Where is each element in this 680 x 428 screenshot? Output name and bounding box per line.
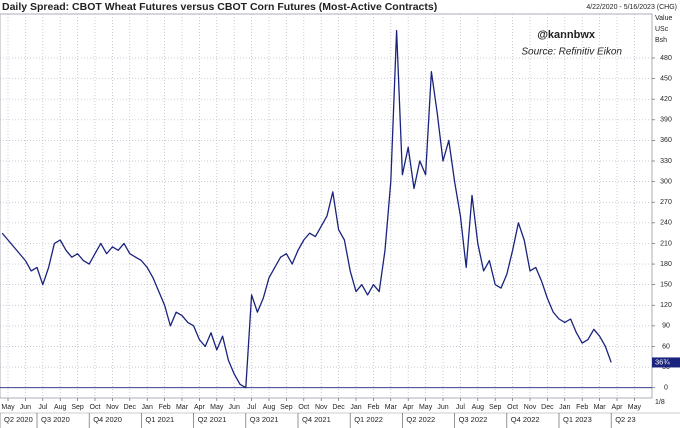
y-tick-label: 450: [660, 75, 672, 82]
x-tick-label: Mar: [176, 404, 189, 411]
y-tick-label: 60: [662, 343, 670, 350]
x-tick-label: Mar: [594, 404, 607, 411]
quarter-label: Q2 2020: [4, 415, 33, 424]
y-tick-label: 300: [660, 178, 672, 185]
unit-label: USc: [655, 26, 669, 33]
y-tick-label: 270: [660, 199, 672, 206]
x-tick-label: Feb: [576, 404, 588, 411]
data-line: [1, 29, 612, 389]
x-tick-label: Jun: [437, 404, 448, 411]
x-tick-label: Feb: [367, 404, 379, 411]
quarter-label: Q4 2022: [511, 415, 540, 424]
x-tick-label: Jun: [20, 404, 31, 411]
x-tick-label: Dec: [541, 404, 554, 411]
y-tick-label: 120: [660, 302, 672, 309]
last-value-label: 36¾: [655, 357, 670, 366]
x-tick-label: May: [1, 404, 15, 411]
quarter-label: Q2 2022: [406, 415, 435, 424]
x-tick-label: Jan: [559, 404, 570, 411]
x-tick-label: Jun: [229, 404, 240, 411]
scale-note: 1/8: [655, 399, 665, 406]
x-tick-label: May: [628, 404, 642, 411]
x-tick-label: Jan: [142, 404, 153, 411]
last-value-box: [652, 357, 680, 368]
quarter-label: Q3 2022: [459, 415, 488, 424]
quarter-label: Q1 2021: [145, 415, 174, 424]
y-tick-label: 240: [660, 220, 672, 227]
quarter-label: Q3 2020: [41, 415, 70, 424]
x-tick-label: Jul: [38, 404, 47, 411]
x-tick-label: Oct: [298, 404, 309, 411]
annotation: @kannbwx: [537, 29, 596, 41]
quarter-label: Q2 2021: [198, 415, 227, 424]
unit-label: Bsh: [655, 37, 667, 44]
plot-area: [0, 13, 653, 399]
quarter-label: Q1 2023: [563, 415, 592, 424]
x-tick-label: Mar: [385, 404, 398, 411]
y-tick-label: 180: [660, 261, 672, 268]
x-tick-label: Oct: [90, 404, 101, 411]
quarter-label: Q1 2022: [354, 415, 383, 424]
quarter-label: Q2 23: [615, 415, 635, 424]
x-tick-label: May: [210, 404, 224, 411]
x-tick-label: Aug: [472, 404, 485, 411]
y-tick-label: 330: [660, 158, 672, 165]
x-tick-label: Oct: [507, 404, 518, 411]
x-tick-label: Feb: [159, 404, 171, 411]
x-tick-label: May: [419, 404, 433, 411]
x-tick-label: Sep: [71, 404, 84, 411]
y-tick-label: 480: [660, 55, 672, 62]
x-tick-label: Sep: [280, 404, 293, 411]
x-tick-label: Jul: [247, 404, 256, 411]
y-tick-label: 150: [660, 281, 672, 288]
x-tick-label: Apr: [194, 404, 206, 411]
annotation: Source: Refinitiv Eikon: [521, 47, 622, 58]
x-tick-label: Dec: [124, 404, 137, 411]
y-tick-label: 390: [660, 117, 672, 124]
x-tick-label: Jan: [350, 404, 361, 411]
y-tick-label: 0: [664, 385, 668, 392]
y-tick-label: 360: [660, 137, 672, 144]
x-tick-label: Nov: [524, 404, 537, 411]
chart-title: Daily Spread: CBOT Wheat Futures versus …: [2, 1, 437, 13]
x-tick-label: Jul: [456, 404, 465, 411]
y-tick-label: 90: [662, 323, 670, 330]
x-tick-label: Dec: [332, 404, 345, 411]
date-range: 4/22/2020 - 5/16/2023 (CHG): [586, 4, 677, 11]
x-tick-label: Aug: [54, 404, 67, 411]
x-tick-label: Nov: [106, 404, 119, 411]
unit-label: Value: [655, 15, 672, 22]
quarter-label: Q4 2020: [93, 415, 122, 424]
x-tick-label: Apr: [612, 404, 624, 411]
quarter-label: Q4 2021: [302, 415, 331, 424]
y-tick-label: 420: [660, 96, 672, 103]
x-tick-label: Aug: [263, 404, 276, 411]
y-tick-label: 210: [660, 240, 672, 247]
quarter-label: Q3 2021: [250, 415, 279, 424]
x-tick-label: Sep: [489, 404, 502, 411]
x-tick-label: Apr: [403, 404, 415, 411]
x-tick-label: Nov: [315, 404, 328, 411]
